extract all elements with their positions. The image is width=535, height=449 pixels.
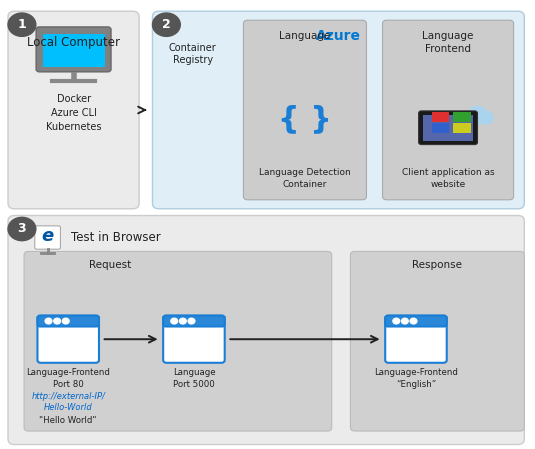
Circle shape (8, 13, 36, 36)
Circle shape (393, 318, 400, 324)
Bar (432, 123, 449, 133)
FancyBboxPatch shape (24, 251, 332, 431)
Bar (453, 112, 471, 122)
Bar (453, 123, 471, 133)
Circle shape (63, 318, 69, 324)
Text: Azure: Azure (316, 29, 361, 43)
Text: 1: 1 (18, 18, 26, 31)
Text: e: e (42, 227, 54, 245)
Bar (43, 34, 105, 67)
Bar (423, 115, 472, 141)
FancyBboxPatch shape (418, 111, 477, 145)
Text: Response: Response (412, 260, 462, 269)
Text: Test in Browser: Test in Browser (71, 231, 161, 244)
Text: Language-Frontend
“English”: Language-Frontend “English” (374, 368, 458, 389)
Bar (468, 114, 492, 120)
Text: Language: Language (279, 31, 331, 41)
Text: Docker
Azure CLI
Kubernetes: Docker Azure CLI Kubernetes (46, 94, 101, 132)
Circle shape (8, 217, 36, 241)
Text: 3: 3 (18, 223, 26, 235)
Text: Language
Port 5000: Language Port 5000 (173, 368, 215, 389)
Circle shape (478, 111, 493, 124)
Circle shape (152, 13, 180, 36)
Text: Language
Frontend: Language Frontend (422, 31, 474, 54)
Circle shape (171, 318, 178, 324)
FancyBboxPatch shape (8, 11, 139, 209)
FancyBboxPatch shape (385, 316, 447, 326)
FancyBboxPatch shape (163, 316, 225, 363)
FancyBboxPatch shape (385, 316, 447, 363)
Text: Local Computer: Local Computer (27, 36, 120, 49)
Bar (432, 112, 449, 122)
Circle shape (180, 318, 186, 324)
FancyBboxPatch shape (383, 20, 514, 200)
Text: Request: Request (89, 260, 131, 269)
FancyBboxPatch shape (350, 251, 524, 431)
Circle shape (467, 114, 480, 126)
Circle shape (45, 318, 52, 324)
FancyBboxPatch shape (35, 226, 60, 249)
FancyBboxPatch shape (36, 27, 111, 72)
Text: "Hello World": "Hello World" (40, 416, 97, 425)
Text: 2: 2 (162, 18, 171, 31)
Circle shape (410, 318, 417, 324)
Text: { }: { } (278, 105, 332, 133)
FancyBboxPatch shape (37, 316, 99, 326)
Text: Language Detection
Container: Language Detection Container (259, 168, 351, 189)
Text: Language-Frontend
Port 80: Language-Frontend Port 80 (26, 368, 110, 389)
Text: Client application as
website: Client application as website (402, 168, 494, 189)
Circle shape (188, 318, 195, 324)
Text: Container
Registry: Container Registry (169, 43, 217, 65)
FancyBboxPatch shape (163, 316, 225, 326)
FancyBboxPatch shape (8, 216, 524, 445)
FancyBboxPatch shape (37, 316, 99, 363)
FancyBboxPatch shape (152, 11, 524, 209)
Circle shape (401, 318, 408, 324)
FancyBboxPatch shape (243, 20, 366, 200)
Text: http://external-IP/
Hello-World: http://external-IP/ Hello-World (31, 392, 105, 412)
Circle shape (54, 318, 60, 324)
Circle shape (468, 106, 487, 123)
